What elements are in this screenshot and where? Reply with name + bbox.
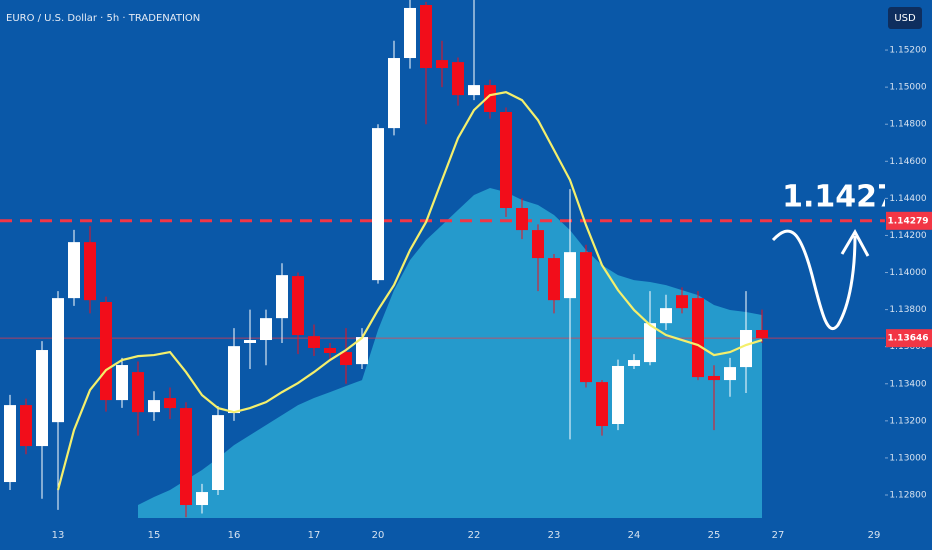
- candle-body: [420, 5, 432, 69]
- y-tick-label: 1.14600: [889, 157, 926, 167]
- candle-body: [4, 405, 16, 483]
- x-tick-label: 25: [708, 530, 721, 541]
- x-tick-label: 24: [628, 530, 641, 541]
- candle-body: [276, 275, 288, 319]
- candle-body: [36, 350, 48, 447]
- candle-body: [596, 382, 608, 427]
- candle-body: [644, 323, 656, 363]
- candle-body: [372, 128, 384, 281]
- candle-body: [308, 336, 320, 348]
- candle-body: [228, 346, 240, 414]
- candle-body: [100, 302, 112, 401]
- annotation: 1.1427: [782, 180, 898, 215]
- candle-body: [468, 85, 480, 96]
- candle-body: [676, 295, 688, 309]
- y-tick-label: 1.13600: [889, 342, 926, 352]
- candle-body: [500, 111, 512, 209]
- candle-body: [484, 85, 496, 112]
- candle-body: [708, 375, 720, 381]
- candle-body: [628, 360, 640, 366]
- candle-body: [324, 347, 336, 353]
- arrow: [771, 229, 857, 331]
- y-tick-label: 1.13800: [889, 305, 926, 315]
- candle-body: [244, 340, 256, 343]
- axis-layer: 1.12800 1.13000 1.13200 1.13400 1.13600 1.138…: [52, 0, 932, 550]
- candle-body: [580, 252, 592, 383]
- x-tick-label: 13: [52, 530, 65, 541]
- candle-body: [532, 230, 544, 259]
- candle-body: [340, 352, 352, 366]
- x-tick-label: 16: [228, 530, 241, 541]
- y-tick-label: 1.13400: [889, 379, 926, 389]
- candle-body: [84, 242, 96, 301]
- y-tick-label: 1.12800: [889, 491, 926, 501]
- price-label-box: [886, 211, 932, 230]
- candle-body: [292, 276, 304, 336]
- y-tick-label: 1.14400: [889, 194, 926, 204]
- candle-body: [20, 405, 32, 447]
- y-tick-label: 1.13200: [889, 416, 926, 426]
- y-tick-label: 1.15200: [889, 46, 926, 56]
- y-tick-label: 1.14200: [889, 231, 926, 241]
- candle-body: [692, 298, 704, 378]
- candle-body: [388, 58, 400, 129]
- candle-body: [660, 308, 672, 324]
- x-tick-label: 23: [548, 530, 561, 541]
- candle-body: [740, 330, 752, 368]
- candle-body: [548, 258, 560, 301]
- currency: USD: [894, 13, 916, 24]
- candle-body: [132, 372, 144, 413]
- ma-line: [56, 90, 763, 491]
- candle-body: [564, 252, 576, 299]
- y-tick-label: 1.14800: [889, 120, 926, 130]
- candle-body: [68, 242, 80, 299]
- price-label-box: [886, 329, 932, 348]
- arrow-head: [840, 228, 870, 257]
- candle-body: [196, 492, 208, 506]
- candle-body: [52, 298, 64, 423]
- candle-body: [180, 408, 192, 506]
- currency-box: [888, 7, 922, 29]
- candle-body: [404, 7, 416, 59]
- price-label: 1.14279: [888, 216, 929, 226]
- candle-body: [756, 330, 768, 338]
- x-tick-label: 20: [372, 530, 385, 541]
- candle-body: [212, 415, 224, 491]
- candle-body: [452, 62, 464, 96]
- candle-body: [148, 400, 160, 413]
- x-tick-label: 17: [308, 530, 321, 541]
- main-layer: [0, 0, 885, 518]
- y-tick-label: 1.15000: [889, 83, 926, 93]
- candle-body: [164, 398, 176, 409]
- x-tick-label: 29: [868, 530, 881, 541]
- price-label: 1.13646: [888, 334, 929, 344]
- y-tick-label: 1.14000: [889, 268, 926, 278]
- candle-body: [116, 365, 128, 401]
- x-tick-label: 15: [148, 530, 161, 541]
- y-axis-panel: [885, 0, 932, 550]
- candle-body: [260, 318, 272, 341]
- candle-body: [436, 60, 448, 69]
- candle-body: [724, 367, 736, 381]
- candle-body: [612, 365, 624, 425]
- x-tick-label: 22: [468, 530, 481, 541]
- x-tick-label: 27: [772, 530, 785, 541]
- chart-title: EURO / U.S. Dollar · 5h · TRADENATION: [6, 13, 200, 24]
- candle-body: [516, 208, 528, 231]
- y-tick-label: 1.13000: [889, 453, 926, 463]
- candle-body: [356, 337, 368, 365]
